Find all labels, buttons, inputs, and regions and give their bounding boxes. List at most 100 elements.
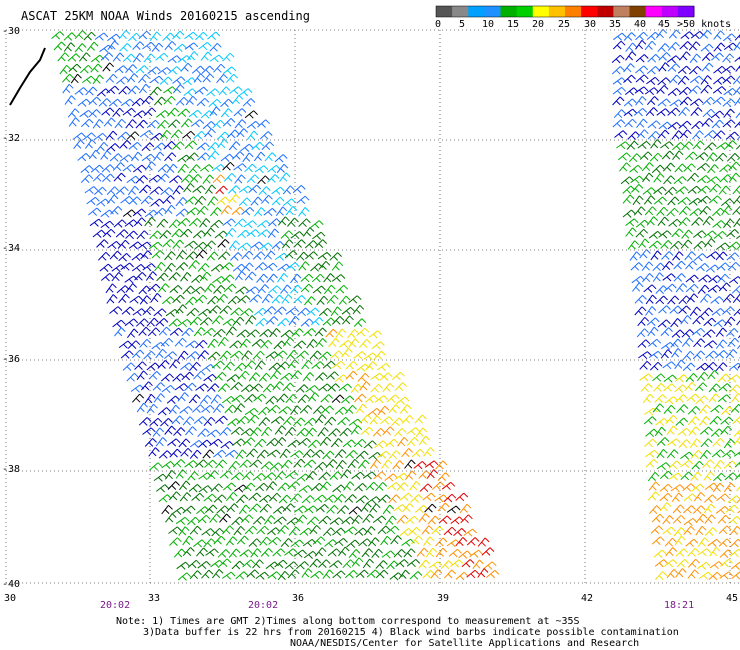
wind-barb xyxy=(163,351,178,360)
wind-barb xyxy=(266,437,279,447)
wind-barb xyxy=(667,107,681,117)
wind-barb xyxy=(173,43,187,53)
wind-barb xyxy=(720,425,733,435)
wind-barb xyxy=(635,31,648,41)
wind-barb xyxy=(707,370,719,380)
wind-barb xyxy=(657,319,671,328)
wind-barb xyxy=(155,437,168,447)
lon-label-39: 39 xyxy=(437,593,450,604)
wind-barb xyxy=(704,514,716,524)
wind-barb xyxy=(643,416,657,425)
wind-barb xyxy=(411,448,425,458)
wind-barb xyxy=(724,472,738,481)
wind-barb xyxy=(235,286,249,295)
wind-barb xyxy=(132,164,147,173)
wind-barb xyxy=(678,86,692,96)
wind-barb xyxy=(684,251,697,261)
wind-barb xyxy=(719,549,733,558)
wind-barb xyxy=(671,329,685,338)
wind-barb xyxy=(286,349,299,360)
wind-barb xyxy=(203,538,216,548)
wind-barb xyxy=(411,535,423,545)
wind-barb xyxy=(713,65,727,75)
wind-barb xyxy=(700,43,714,52)
wind-barb xyxy=(369,459,382,469)
wind-barb xyxy=(193,416,207,425)
wind-barb xyxy=(656,206,669,216)
wind-barb xyxy=(414,414,427,424)
wind-barb xyxy=(153,308,167,317)
wind-barb xyxy=(287,481,301,490)
wind-barb xyxy=(132,308,147,317)
wind-barb xyxy=(697,284,710,295)
wind-barb xyxy=(194,459,208,468)
wind-barb xyxy=(63,32,77,41)
wind-barb xyxy=(731,392,740,403)
wind-barb xyxy=(180,62,193,72)
wind-barb xyxy=(196,547,208,557)
wind-barb xyxy=(663,404,676,414)
wind-barb xyxy=(455,492,469,502)
wind-barb xyxy=(369,415,382,425)
wind-barb xyxy=(678,120,692,130)
wind-barb xyxy=(62,83,74,94)
wind-barb xyxy=(304,417,317,427)
wind-barb xyxy=(246,174,260,184)
wind-barb xyxy=(107,194,119,205)
wind-barb xyxy=(624,87,639,96)
wind-barb xyxy=(264,152,277,162)
wind-barb xyxy=(725,504,739,513)
wind-barb xyxy=(102,62,115,72)
wind-barb xyxy=(200,51,213,61)
wind-barb xyxy=(195,383,209,392)
wind-barb xyxy=(276,163,289,174)
wind-barb xyxy=(687,416,700,426)
wind-barb xyxy=(238,504,251,515)
wind-barb xyxy=(232,316,245,326)
wind-barb xyxy=(290,273,302,284)
wind-barb xyxy=(658,62,670,72)
wind-barb xyxy=(721,406,734,415)
wind-barb xyxy=(256,525,269,535)
wind-barb xyxy=(695,525,707,536)
wind-barb xyxy=(389,572,403,581)
wind-barb xyxy=(172,294,185,304)
wind-barb xyxy=(688,41,701,51)
wind-barb xyxy=(734,461,740,468)
wind-barb xyxy=(727,495,740,504)
wind-barb xyxy=(455,571,469,581)
wind-barb xyxy=(259,242,273,251)
wind-barb xyxy=(635,74,649,83)
wind-barb xyxy=(318,351,332,360)
wind-barb xyxy=(692,505,706,514)
wind-barb xyxy=(152,142,167,151)
wind-barb xyxy=(260,461,274,470)
wind-barb xyxy=(736,320,740,326)
wind-barb xyxy=(222,52,235,62)
wind-barb xyxy=(716,262,730,271)
wind-barb xyxy=(342,559,355,569)
wind-barb xyxy=(342,315,354,325)
wind-barb xyxy=(702,459,715,469)
wind-barb xyxy=(261,194,273,204)
wind-barb xyxy=(305,470,318,481)
wind-barb xyxy=(301,359,313,370)
wind-barb xyxy=(257,284,270,294)
wind-barb xyxy=(709,416,722,425)
wind-barb xyxy=(275,206,288,216)
wind-barb xyxy=(79,64,93,74)
wind-barb xyxy=(712,130,726,139)
wind-barb xyxy=(201,569,214,579)
wind-barb xyxy=(225,326,237,336)
wind-barb xyxy=(306,307,320,316)
wind-barb xyxy=(314,239,328,248)
scale-label-50: >50 knots xyxy=(677,19,732,30)
wind-barb xyxy=(348,549,361,559)
wind-barb xyxy=(662,515,674,525)
wind-barb xyxy=(425,547,438,558)
wind-barb xyxy=(191,65,205,75)
wind-barb xyxy=(319,481,332,491)
wind-barb xyxy=(287,217,299,227)
wind-barb xyxy=(171,415,184,425)
wind-barb xyxy=(656,448,668,459)
